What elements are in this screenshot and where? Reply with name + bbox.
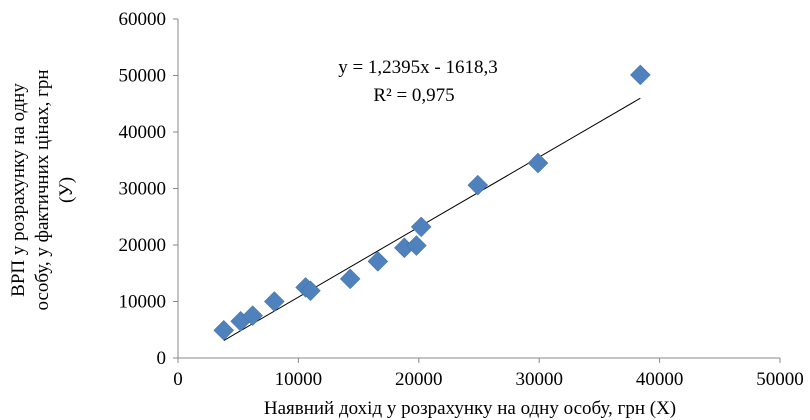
x-tick-label: 10000 xyxy=(275,369,323,390)
trendline xyxy=(223,97,641,341)
x-tick-label: 50000 xyxy=(756,369,804,390)
data-point xyxy=(527,152,549,174)
y-tick-labels: 0 10000 20000 30000 40000 50000 60000 xyxy=(119,9,167,369)
trendline-equation: y = 1,2395x - 1618,3 xyxy=(338,57,498,78)
data-point xyxy=(300,280,321,302)
data-point xyxy=(242,305,264,326)
y-tick-label: 30000 xyxy=(119,179,167,200)
x-tick-labels: 0 10000 20000 30000 40000 50000 xyxy=(173,369,804,390)
data-points xyxy=(213,64,651,341)
axes xyxy=(173,18,781,363)
data-point xyxy=(467,174,489,196)
y-tick-label: 50000 xyxy=(119,66,167,87)
y-tick-label: 40000 xyxy=(119,122,167,143)
r-squared-label: R² = 0,975 xyxy=(373,85,454,106)
data-point xyxy=(367,251,389,272)
data-point xyxy=(406,235,427,256)
y-tick-label: 20000 xyxy=(119,235,167,256)
x-tick-label: 20000 xyxy=(395,369,443,390)
y-axis-title-line-2: особу, у фактичних цінах, грн xyxy=(32,69,53,310)
x-tick-label: 30000 xyxy=(515,369,563,390)
x-axis-title: Наявний дохід у розрахунку на одну особу… xyxy=(264,398,676,419)
data-point xyxy=(410,216,432,238)
y-axis-title: ВРП у розрахунку на одну особу, у фактич… xyxy=(8,69,77,310)
data-point xyxy=(629,64,651,86)
data-point xyxy=(339,268,361,290)
y-tick-label: 60000 xyxy=(119,9,167,30)
y-tick-label: 0 xyxy=(157,348,167,369)
y-tick-label: 10000 xyxy=(119,292,167,313)
x-tick-label: 0 xyxy=(173,369,183,390)
data-point xyxy=(213,319,235,341)
trendline-group xyxy=(223,97,641,341)
x-tick-label: 40000 xyxy=(636,369,684,390)
data-point xyxy=(263,291,285,312)
y-axis-title-line-3: (У) xyxy=(56,177,77,203)
y-axis-title-line-1: ВРП у розрахунку на одну xyxy=(8,83,29,297)
